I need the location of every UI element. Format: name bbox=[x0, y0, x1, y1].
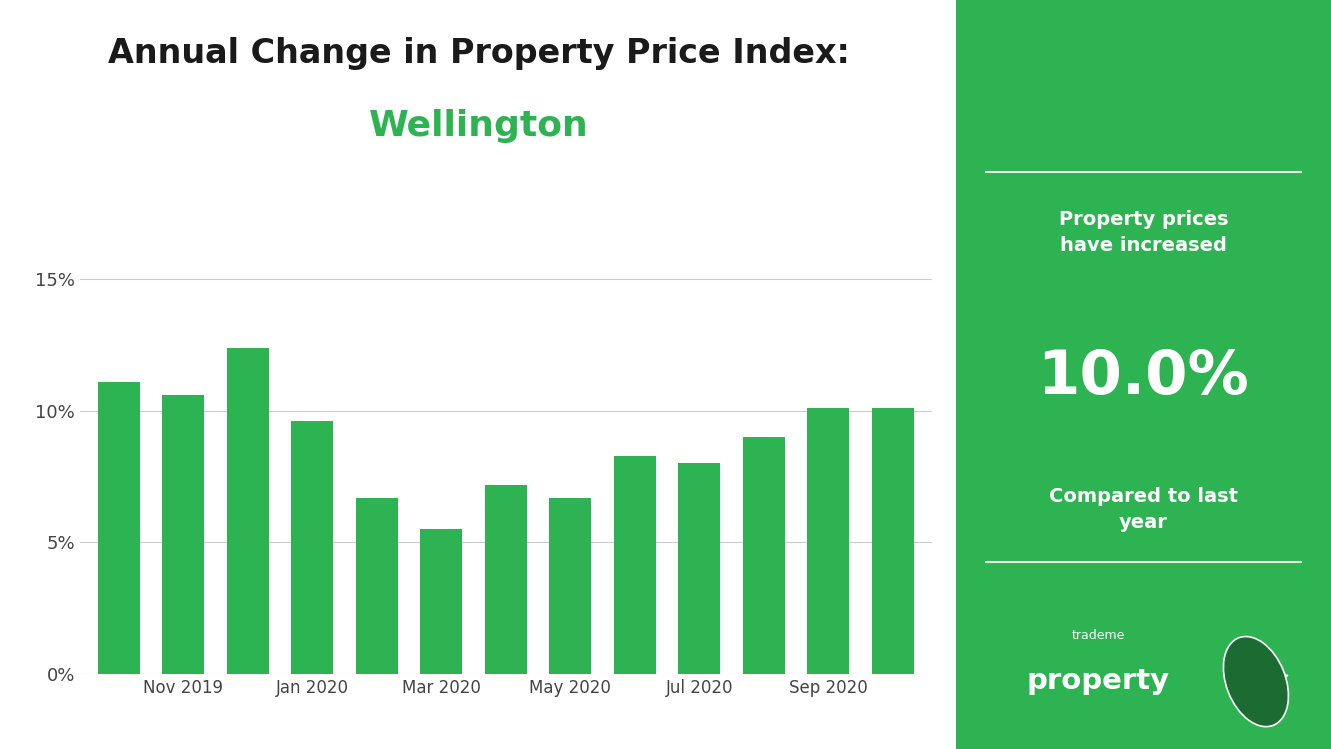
Bar bbox=[679, 464, 720, 674]
Text: Wellington: Wellington bbox=[369, 109, 590, 142]
Text: Compared to last
year: Compared to last year bbox=[1049, 487, 1238, 533]
Text: Annual Change in Property Price Index:: Annual Change in Property Price Index: bbox=[108, 37, 851, 70]
Bar bbox=[872, 408, 914, 674]
Bar bbox=[226, 348, 269, 674]
Bar bbox=[291, 422, 333, 674]
Text: 10.0%: 10.0% bbox=[1037, 348, 1250, 407]
Bar bbox=[421, 530, 462, 674]
Bar bbox=[743, 437, 785, 674]
Bar bbox=[355, 497, 398, 674]
Bar bbox=[550, 497, 591, 674]
Text: trademe: trademe bbox=[1071, 629, 1125, 642]
Bar bbox=[484, 485, 527, 674]
Text: property: property bbox=[1026, 667, 1170, 694]
Bar bbox=[614, 455, 656, 674]
Text: Property prices
have increased: Property prices have increased bbox=[1058, 210, 1229, 255]
Bar bbox=[808, 408, 849, 674]
Bar bbox=[97, 382, 140, 674]
Bar bbox=[162, 395, 204, 674]
Ellipse shape bbox=[1223, 637, 1288, 727]
